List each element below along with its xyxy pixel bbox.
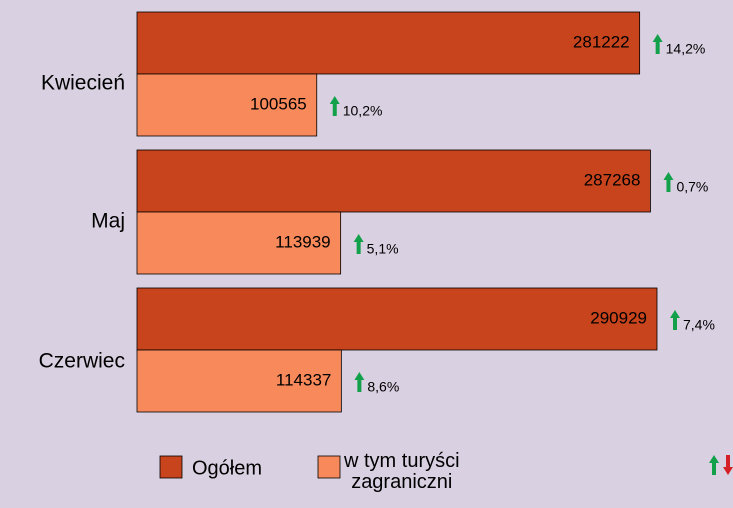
change-arrow	[329, 96, 340, 116]
value-label: 281222	[573, 32, 630, 51]
bar	[136, 211, 342, 275]
value-label: 290929	[590, 308, 647, 327]
bar	[136, 287, 658, 351]
legend-label: w tym turyści zagraniczni	[344, 450, 460, 493]
value-label: 113939	[275, 232, 330, 251]
change-arrow	[652, 34, 663, 54]
change-arrow	[353, 234, 364, 254]
category-label: Maj	[91, 210, 125, 233]
change-label: 14,2%	[666, 41, 706, 57]
category-label: Czerwiec	[39, 350, 125, 373]
change-label: 8,6%	[367, 379, 399, 395]
change-label: 10,2%	[343, 103, 383, 119]
bar	[136, 73, 318, 137]
legend-label: Ogółem	[192, 457, 262, 479]
legend-arrow-down	[723, 455, 733, 475]
value-label: 114337	[276, 370, 331, 389]
bar	[136, 11, 641, 75]
legend-arrow-up	[709, 455, 719, 475]
bar	[136, 149, 651, 213]
change-label: 7,4%	[683, 317, 715, 333]
change-label: 0,7%	[676, 179, 708, 195]
change-arrow	[354, 372, 365, 392]
change-label: 5,1%	[367, 241, 399, 257]
bar	[136, 349, 342, 413]
legend-swatch	[317, 455, 341, 479]
change-arrow	[663, 172, 674, 192]
legend-swatch	[159, 455, 183, 479]
change-arrow	[670, 310, 680, 330]
value-label: 100565	[250, 94, 307, 113]
value-label: 287268	[584, 170, 641, 189]
category-label: Kwiecień	[41, 72, 125, 95]
